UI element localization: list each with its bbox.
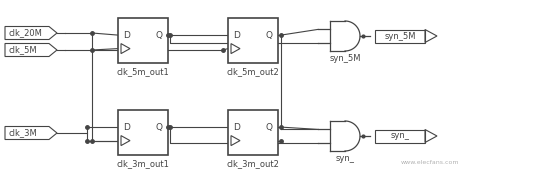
FancyBboxPatch shape xyxy=(118,110,168,155)
Text: clk_3m_out2: clk_3m_out2 xyxy=(227,159,279,168)
Text: syn_5M: syn_5M xyxy=(384,32,416,40)
FancyBboxPatch shape xyxy=(118,18,168,63)
Text: Q: Q xyxy=(156,123,163,132)
Text: syn_5M: syn_5M xyxy=(329,54,361,63)
Text: Q: Q xyxy=(156,31,163,40)
Text: D: D xyxy=(233,123,240,132)
Text: clk_5m_out1: clk_5m_out1 xyxy=(117,67,169,76)
FancyBboxPatch shape xyxy=(228,18,278,63)
Text: syn_: syn_ xyxy=(336,154,355,163)
Text: clk_3M: clk_3M xyxy=(8,129,37,137)
Polygon shape xyxy=(330,21,360,51)
Text: clk_20M: clk_20M xyxy=(8,28,42,37)
Text: clk_5m_out2: clk_5m_out2 xyxy=(227,67,279,76)
FancyBboxPatch shape xyxy=(228,110,278,155)
FancyBboxPatch shape xyxy=(375,129,425,142)
Text: clk_3m_out1: clk_3m_out1 xyxy=(117,159,169,168)
Text: Q: Q xyxy=(266,31,273,40)
Text: clk_5M: clk_5M xyxy=(8,45,37,54)
Text: Q: Q xyxy=(266,123,273,132)
Text: www.elecfans.com: www.elecfans.com xyxy=(401,160,459,165)
Text: D: D xyxy=(233,31,240,40)
Text: D: D xyxy=(123,31,130,40)
FancyBboxPatch shape xyxy=(375,30,425,42)
Text: syn_: syn_ xyxy=(390,132,410,141)
Polygon shape xyxy=(330,121,360,151)
Text: D: D xyxy=(123,123,130,132)
